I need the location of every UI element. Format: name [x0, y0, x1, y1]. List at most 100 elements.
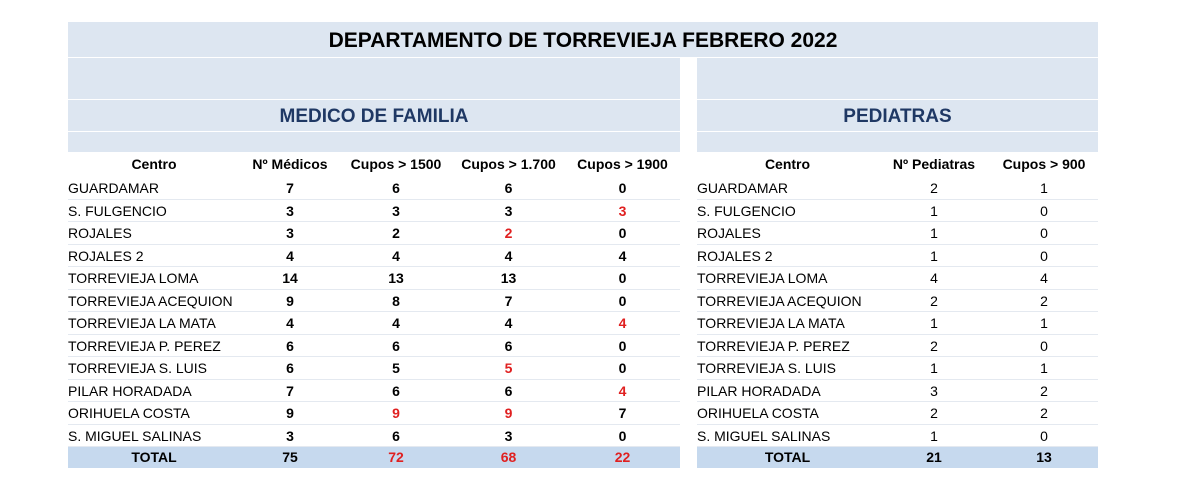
- table-cell: 1: [1040, 180, 1048, 196]
- table-cell: 2: [1040, 292, 1048, 309]
- table-cell: 2: [1040, 405, 1048, 421]
- row-line: [697, 401, 1098, 402]
- table-cell: 0: [1040, 202, 1048, 219]
- table-cell: 6: [504, 337, 513, 354]
- centro-name: ORIHUELA COSTA: [68, 405, 190, 421]
- total-band: [68, 447, 680, 468]
- centro-name: TORREVIEJA LA MATA: [697, 315, 845, 331]
- row-line: [68, 288, 680, 290]
- table-cell: 4: [504, 315, 513, 331]
- centro-name: S. MIGUEL SALINAS: [68, 427, 202, 444]
- table-cell: 9: [286, 292, 294, 309]
- table-cell: 6: [504, 382, 513, 399]
- table-cell: 3: [286, 427, 294, 444]
- centro-name: TORREVIEJA LOMA: [697, 270, 828, 286]
- column-header: Centro: [131, 156, 177, 172]
- column-header: Nº Pediatras: [892, 156, 976, 172]
- table-cell: 3: [286, 225, 294, 241]
- table-cell: 4: [618, 247, 627, 264]
- panel-band: [697, 100, 1098, 131]
- table-cell: 3: [504, 202, 513, 219]
- centro-name: TORREVIEJA S. LUIS: [68, 360, 208, 376]
- row-line: [68, 221, 680, 222]
- table-cell: 2: [930, 292, 938, 309]
- table-cell: 6: [504, 180, 513, 196]
- table-cell: 3: [286, 202, 294, 219]
- table-cell: 6: [392, 180, 400, 196]
- table-cell: 13: [388, 270, 404, 286]
- table-cell: 8: [392, 292, 400, 309]
- table-cell: 4: [1040, 270, 1048, 286]
- table-cell: 4: [392, 315, 400, 331]
- table-cell: 3: [930, 382, 938, 399]
- table-cell: 7: [286, 382, 294, 399]
- table-cell: 9: [392, 405, 400, 421]
- row-line: [697, 423, 1098, 425]
- table-cell: 4: [286, 247, 294, 264]
- row-line: [68, 311, 680, 312]
- table-cell: 6: [286, 337, 294, 354]
- row-line: [68, 446, 680, 447]
- column-header: Cupos > 1900: [577, 156, 668, 172]
- row-line: [68, 266, 680, 267]
- centro-name: ORIHUELA COSTA: [697, 405, 819, 421]
- table-cell: 4: [392, 247, 400, 264]
- row-line: [697, 378, 1098, 380]
- row-line: [697, 446, 1098, 447]
- row-line: [697, 243, 1098, 245]
- table-cell: 2: [504, 225, 513, 241]
- row-line: [697, 266, 1098, 267]
- total-cell: 68: [500, 449, 517, 465]
- table-cell: 3: [618, 202, 627, 219]
- row-line: [68, 378, 680, 380]
- total-band: [697, 447, 1098, 468]
- centro-name: S. FULGENCIO: [68, 202, 167, 219]
- panel-band: [697, 58, 1098, 99]
- table-cell: 0: [1040, 337, 1048, 354]
- row-line: [68, 243, 680, 245]
- centro-name: TORREVIEJA P. PEREZ: [68, 337, 221, 354]
- table-cell: 0: [618, 337, 627, 354]
- table-cell: 0: [618, 180, 627, 196]
- table-cell: 0: [1040, 247, 1048, 264]
- panel-band: [68, 58, 680, 99]
- centro-name: ROJALES: [68, 225, 132, 241]
- centro-name: TORREVIEJA LA MATA: [68, 315, 216, 331]
- table-cell: 1: [1040, 315, 1048, 331]
- table-cell: 2: [930, 405, 938, 421]
- table-cell: 5: [504, 360, 513, 376]
- table-cell: 1: [930, 247, 938, 264]
- table-cell: 0: [618, 360, 627, 376]
- table-cell: 6: [392, 337, 400, 354]
- total-cell: 22: [614, 449, 631, 465]
- row-line: [68, 198, 680, 200]
- table-cell: 1: [930, 315, 938, 331]
- table-cell: 2: [1040, 382, 1048, 399]
- table-cell: 1: [1040, 360, 1048, 376]
- table-cell: 1: [930, 225, 938, 241]
- table-cell: 6: [286, 360, 294, 376]
- row-line: [697, 221, 1098, 222]
- total-cell: 21: [926, 449, 942, 465]
- section-title: PEDIATRAS: [843, 106, 952, 127]
- row-line: [68, 401, 680, 402]
- centro-name: TORREVIEJA LOMA: [68, 270, 199, 286]
- table-cell: 7: [618, 405, 627, 421]
- table-cell: 2: [930, 337, 938, 354]
- table-cell: 3: [392, 202, 400, 219]
- row-line: [697, 198, 1098, 200]
- table-cell: 1: [930, 202, 938, 219]
- panel-band: [697, 132, 1098, 152]
- row-line: [697, 333, 1098, 335]
- table-cell: 6: [392, 427, 400, 444]
- column-header: Nº Médicos: [252, 156, 328, 172]
- table-cell: 4: [504, 247, 513, 264]
- table-cell: 7: [504, 292, 513, 309]
- row-line: [697, 356, 1098, 357]
- table-cell: 1: [930, 360, 938, 376]
- total-cell: 72: [388, 449, 404, 465]
- centro-name: TORREVIEJA ACEQUION: [68, 292, 233, 309]
- table-cell: 14: [282, 270, 298, 286]
- table-cell: 4: [618, 382, 627, 399]
- total-cell: 75: [282, 449, 298, 465]
